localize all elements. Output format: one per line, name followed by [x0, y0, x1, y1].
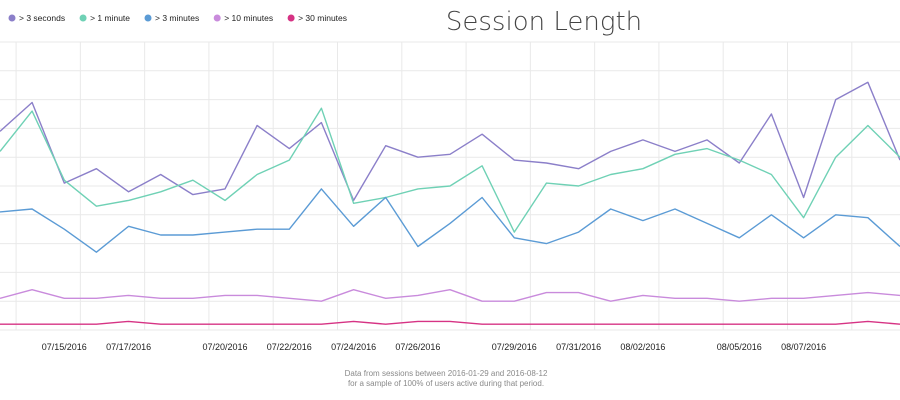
- x-tick-label: 07/20/2016: [202, 342, 247, 352]
- legend-item-3[interactable]: > 10 minutes: [213, 13, 273, 23]
- legend-item-1[interactable]: > 1 minute: [79, 13, 131, 23]
- series-line-3[interactable]: [0, 289, 900, 302]
- x-tick-label: 07/22/2016: [267, 342, 312, 352]
- legend-swatch: [213, 14, 221, 22]
- x-tick-label: 08/07/2016: [781, 342, 826, 352]
- chart-title: Session Length: [446, 7, 642, 37]
- legend-label: > 1 minute: [90, 13, 130, 23]
- footnote-line-1: Data from sessions between 2016-01-29 an…: [345, 369, 548, 378]
- series-line-1[interactable]: [0, 107, 900, 233]
- legend[interactable]: > 3 seconds > 1 minute > 3 minutes > 10 min…: [8, 13, 348, 23]
- legend-label: > 30 minutes: [298, 13, 347, 23]
- legend-swatch: [8, 14, 16, 22]
- x-tick-label: 07/26/2016: [395, 342, 440, 352]
- legend-swatch: [144, 14, 152, 22]
- legend-swatch: [79, 14, 87, 22]
- legend-label: > 3 seconds: [19, 13, 65, 23]
- legend-label: > 10 minutes: [224, 13, 273, 23]
- series-line-4[interactable]: [0, 320, 900, 325]
- legend-label: > 3 minutes: [155, 13, 199, 23]
- x-axis-ticks: 07/15/2016 07/17/2016 07/20/2016 07/22/2016…: [42, 342, 826, 352]
- series-lines: [0, 81, 900, 325]
- x-tick-label: 07/24/2016: [331, 342, 376, 352]
- x-tick-label: 07/29/2016: [492, 342, 537, 352]
- x-tick-label: 07/31/2016: [556, 342, 601, 352]
- legend-swatch: [287, 14, 295, 22]
- legend-item-2[interactable]: > 3 minutes: [144, 13, 200, 23]
- x-tick-label: 08/02/2016: [620, 342, 665, 352]
- x-tick-label: 08/05/2016: [717, 342, 762, 352]
- series-line-2[interactable]: [0, 188, 900, 253]
- legend-item-4[interactable]: > 30 minutes: [287, 13, 347, 23]
- x-tick-label: 07/17/2016: [106, 342, 151, 352]
- footnote-line-2: for a sample of 100% of users active dur…: [348, 379, 544, 388]
- legend-item-0[interactable]: > 3 seconds: [8, 13, 66, 23]
- x-tick-label: 07/15/2016: [42, 342, 87, 352]
- series-line-0[interactable]: [0, 81, 900, 202]
